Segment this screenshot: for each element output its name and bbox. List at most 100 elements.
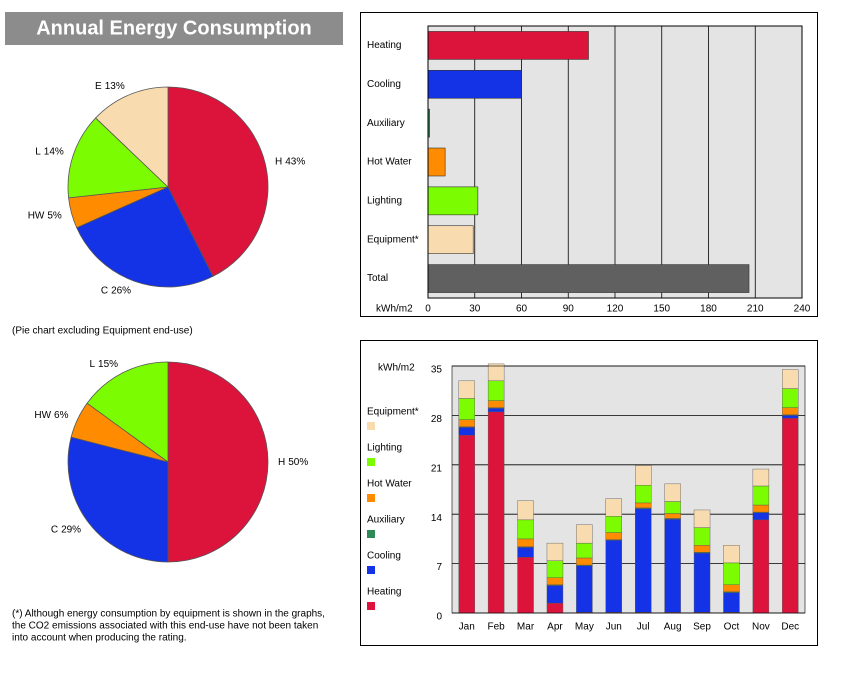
- x-tick-label: Jun: [606, 622, 622, 633]
- x-tick-label: 30: [469, 304, 481, 315]
- bar: [427, 225, 474, 255]
- slice-category: L: [89, 359, 95, 370]
- slice-value: 15%: [98, 359, 118, 370]
- y-tick-label: 7: [436, 562, 442, 573]
- bar-segment: [458, 380, 475, 399]
- slice-label: HW 5%: [28, 210, 62, 221]
- bar-segment: [693, 509, 711, 528]
- category-label: Total: [367, 273, 388, 284]
- x-tick-label: 90: [563, 304, 575, 315]
- slice-value: 29%: [61, 524, 81, 535]
- legend-label: Auxiliary: [367, 515, 405, 526]
- y-tick-label: 0: [436, 612, 442, 623]
- bar-segment: [693, 527, 711, 546]
- slice-category: C: [101, 285, 108, 296]
- bar-segment: [487, 400, 505, 408]
- bar-segment: [723, 545, 740, 564]
- bar-segment: [635, 508, 652, 613]
- category-label: Equipment*: [367, 234, 419, 245]
- legend-swatch: [367, 494, 375, 502]
- slice-value: 26%: [111, 285, 131, 296]
- bar-segment: [635, 502, 652, 509]
- x-tick-label: 150: [653, 304, 670, 315]
- bar-segment: [723, 562, 740, 585]
- legend-label: Hot Water: [367, 479, 412, 490]
- legend-swatch: [367, 602, 375, 610]
- category-label: Cooling: [367, 79, 401, 90]
- category-label: Hot Water: [367, 157, 412, 168]
- x-tick-label: Apr: [547, 622, 563, 633]
- bar-segment: [546, 577, 564, 585]
- plot-border: [427, 25, 803, 299]
- slice-value: 14%: [44, 146, 64, 157]
- page-title: Annual Energy Consumption: [36, 17, 312, 39]
- pie-slice: [167, 86, 269, 277]
- bar-segment: [458, 398, 475, 420]
- bar-segment: [517, 519, 534, 540]
- footnote-line: the CO2 emissions associated with this e…: [12, 621, 318, 632]
- footnote-line: (*) Although energy consumption by equip…: [12, 609, 325, 620]
- x-tick-label: Aug: [664, 622, 682, 633]
- bar-segment: [635, 465, 652, 486]
- slice-category: E: [95, 81, 102, 92]
- bar-segment: [546, 560, 564, 578]
- pie-slice: [76, 186, 214, 288]
- bar-segment: [487, 408, 505, 413]
- bar-segment: [752, 468, 770, 487]
- bar-segment: [664, 501, 681, 514]
- bar-segment: [782, 369, 799, 389]
- slice-label: L 14%: [35, 146, 64, 157]
- category-label: Auxiliary: [367, 118, 405, 129]
- bar-segment: [546, 602, 564, 614]
- bar-segment: [517, 500, 534, 521]
- y-tick-label: 35: [431, 365, 443, 376]
- bar-segment: [664, 518, 681, 613]
- bar-segment: [517, 557, 534, 614]
- pie-slice: [67, 436, 169, 563]
- x-tick-label: Nov: [752, 622, 770, 633]
- slice-value: 6%: [54, 410, 69, 421]
- pie-slice: [167, 361, 269, 563]
- x-tick-label: 210: [747, 304, 764, 315]
- slice-label: C 29%: [51, 524, 81, 535]
- footnote-line: into account when producing the rating.: [12, 633, 187, 644]
- bar-segment: [723, 592, 740, 613]
- slice-value: 13%: [105, 81, 125, 92]
- slice-label: H 43%: [275, 156, 305, 167]
- bar-segment: [487, 380, 505, 401]
- x-tick-label: Jan: [459, 622, 475, 633]
- legend-label: Cooling: [367, 551, 401, 562]
- x-tick-label: 60: [516, 304, 528, 315]
- bar-segment: [782, 407, 799, 415]
- x-tick-label: 240: [794, 304, 811, 315]
- pie-slice: [67, 117, 169, 199]
- legend-swatch: [367, 458, 375, 466]
- legend-label: Equipment*: [367, 407, 419, 418]
- x-tick-label: Dec: [781, 622, 799, 633]
- bar-segment: [546, 585, 564, 604]
- pie-slice: [86, 361, 169, 463]
- bar-segment: [664, 513, 681, 519]
- bar-segment: [517, 538, 534, 547]
- title-box: [5, 12, 343, 45]
- caption: (Pie chart excluding Equipment end-use): [12, 326, 193, 337]
- slice-label: E 13%: [95, 81, 125, 92]
- y-tick-label: 28: [431, 414, 443, 425]
- bar: [427, 186, 479, 216]
- bar-segment: [546, 542, 564, 561]
- slice-label: H 50%: [278, 457, 308, 468]
- x-axis-label: kWh/m2: [376, 304, 413, 315]
- y-tick-label: 21: [431, 463, 443, 474]
- y-tick-label: 14: [431, 513, 443, 524]
- x-tick-label: 0: [425, 304, 431, 315]
- bar-segment: [752, 519, 770, 614]
- bar-segment: [487, 363, 505, 382]
- slice-label: HW 6%: [34, 410, 68, 421]
- slice-value: 5%: [47, 210, 62, 221]
- bar-segment: [635, 485, 652, 504]
- bar-segment: [517, 547, 534, 558]
- x-tick-label: 120: [607, 304, 624, 315]
- bar-segment: [782, 388, 799, 408]
- slice-label: C 26%: [101, 285, 131, 296]
